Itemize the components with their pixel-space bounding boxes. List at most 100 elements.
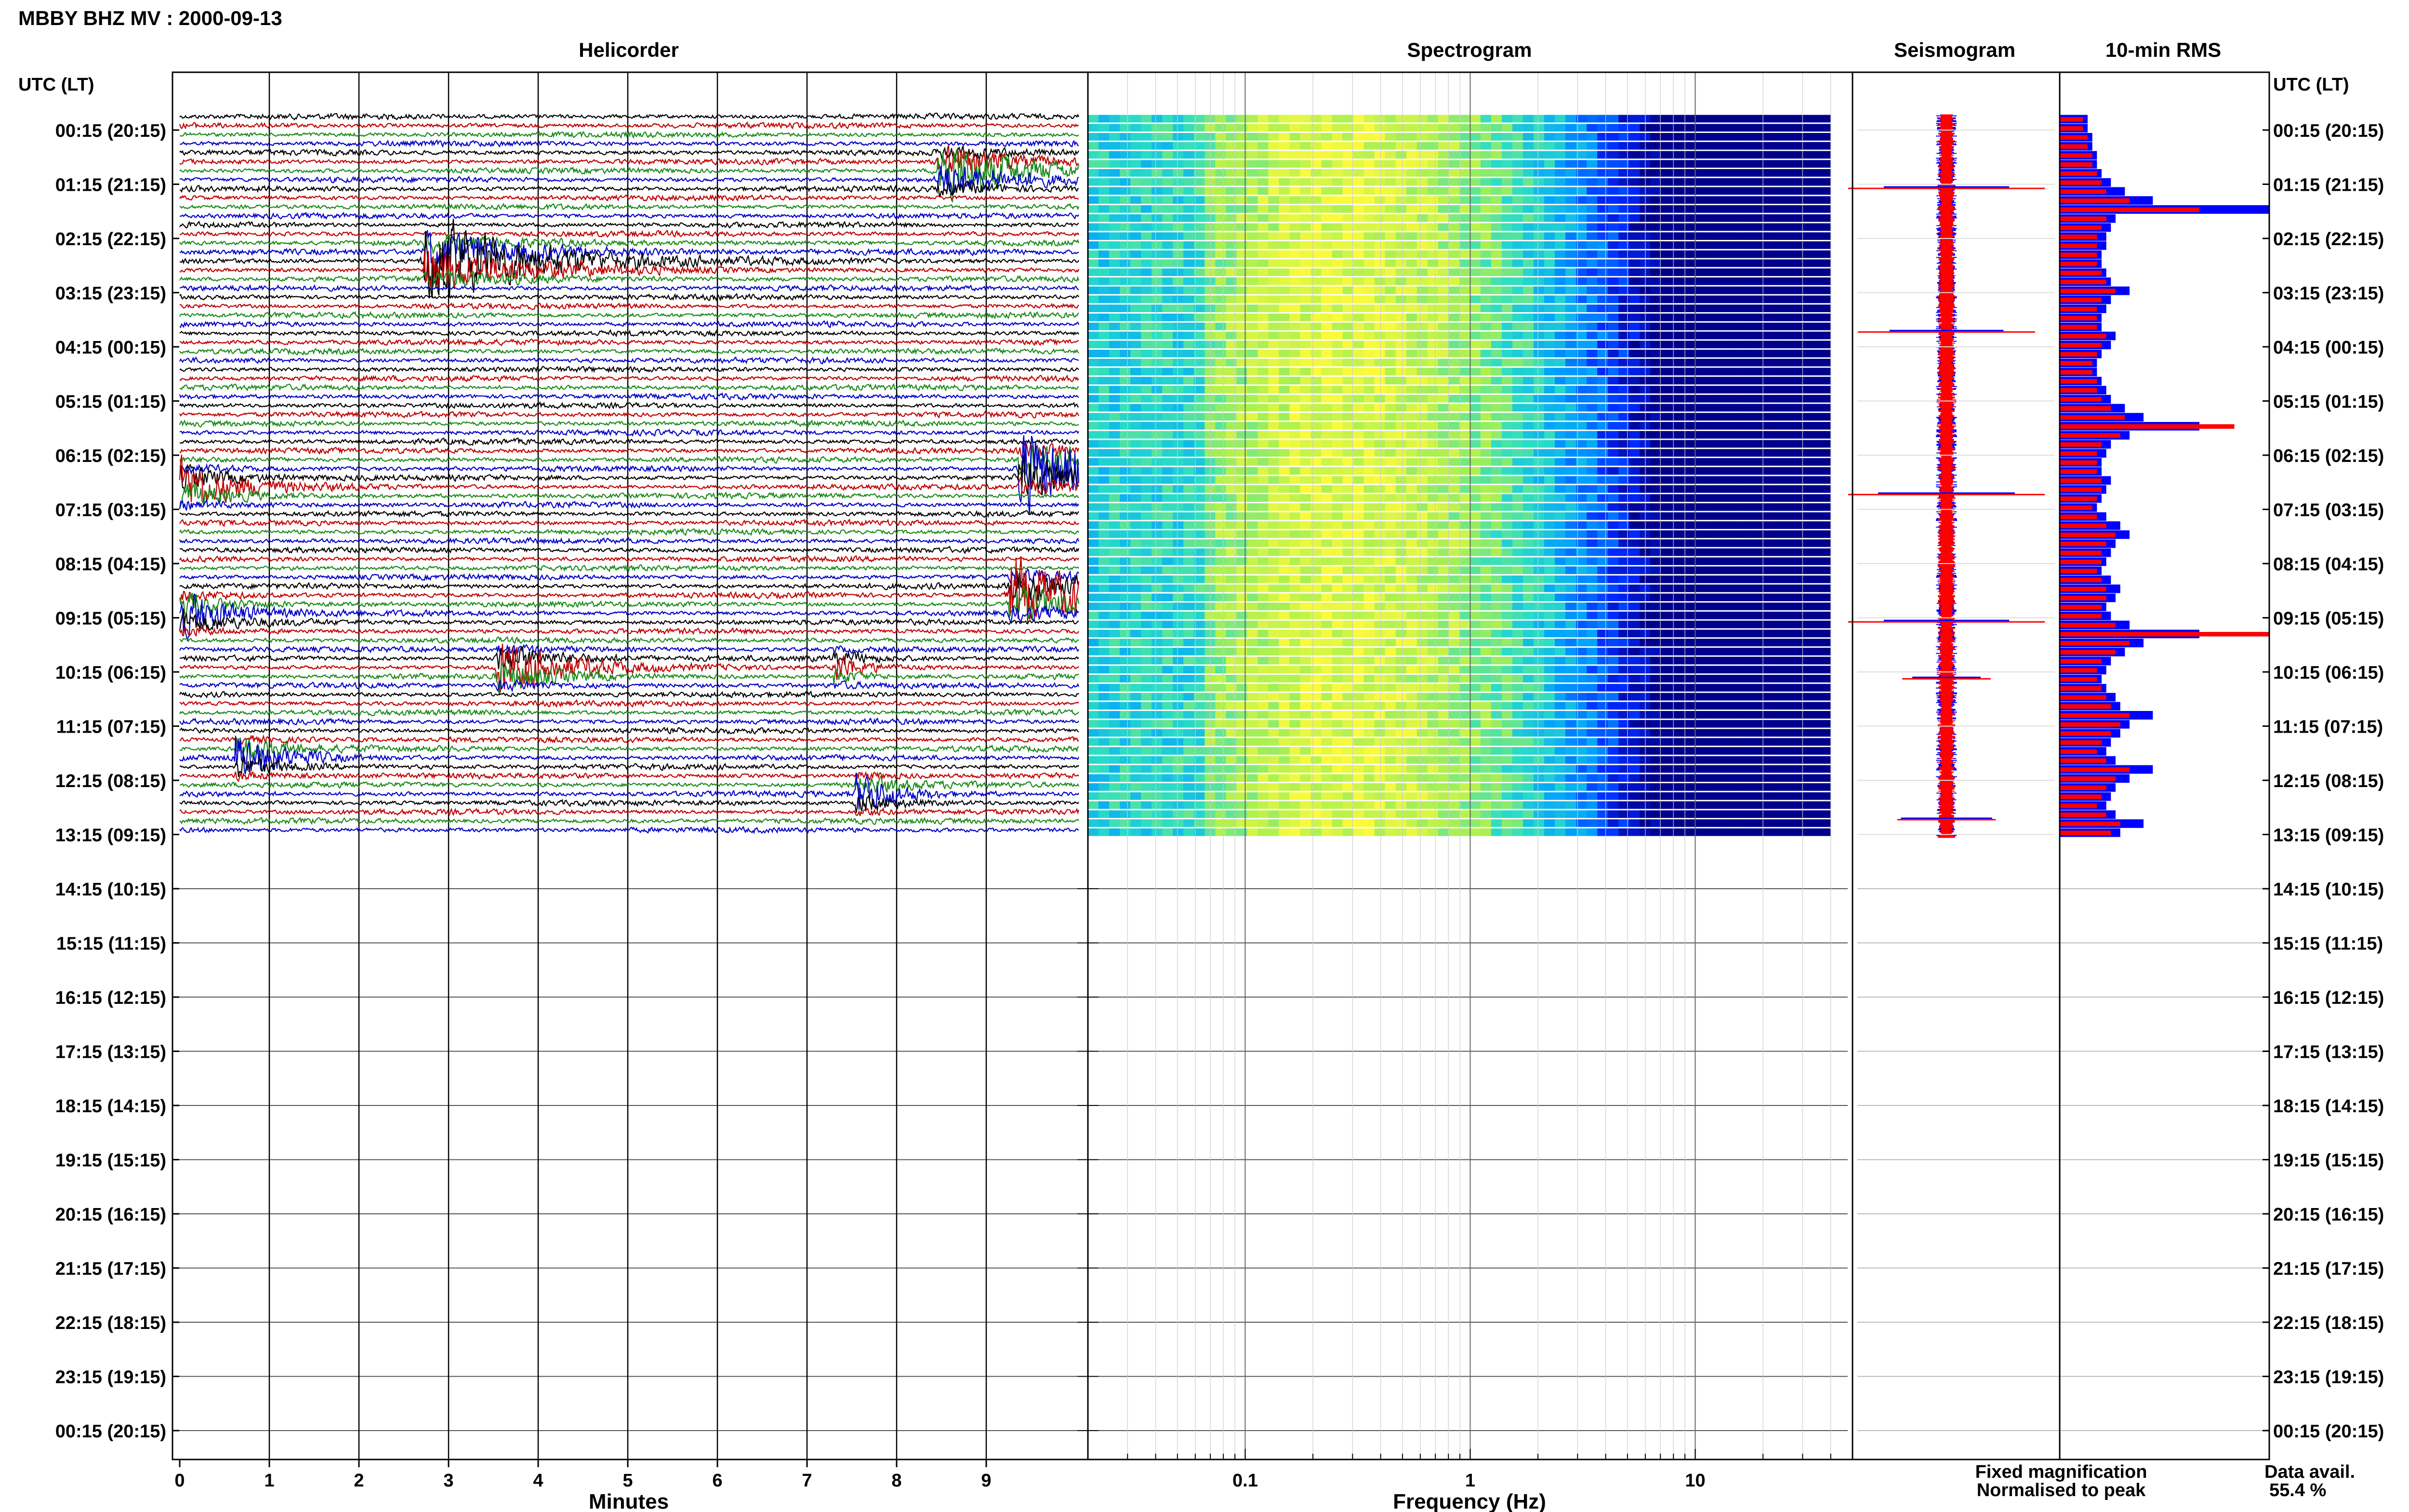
spectrogram-cell — [1363, 729, 1375, 737]
spectrogram-cell — [1735, 341, 1747, 349]
spectrogram-cell — [1618, 377, 1629, 385]
spectrogram-cell — [1130, 693, 1141, 701]
spectrogram-cell — [1194, 720, 1205, 728]
spectrogram-cell — [1289, 214, 1301, 222]
spectrogram-cell — [1682, 277, 1694, 285]
spectrogram-cell — [1777, 620, 1789, 629]
spectrogram-cell — [1650, 566, 1662, 574]
spectrogram-cell — [1544, 223, 1555, 231]
spectrogram-cell — [1438, 124, 1449, 132]
spectrogram-cell — [1661, 286, 1672, 294]
spectrogram-cell — [1141, 603, 1152, 610]
spectrogram-cell — [1480, 295, 1492, 303]
spectrogram-cell — [1735, 368, 1747, 376]
spectrogram-cell — [1226, 611, 1237, 619]
spectrogram-cell — [1565, 485, 1576, 493]
spectrogram-cell — [1395, 268, 1407, 276]
spectrogram-cell — [1767, 160, 1778, 168]
spectrogram-cell — [1183, 666, 1194, 674]
spectrogram-cell — [1332, 693, 1343, 701]
spectrogram-cell — [1406, 593, 1417, 602]
spectrogram-cell — [1724, 314, 1736, 321]
spectrogram-cell — [1523, 647, 1534, 656]
spectrogram-cell — [1756, 639, 1768, 646]
spectrogram-cell — [1416, 295, 1428, 303]
spectrogram-cell — [1363, 377, 1375, 385]
spectrogram-cell — [1406, 277, 1417, 285]
spectrogram-cell — [1448, 611, 1460, 619]
spectrogram-cell — [1342, 611, 1354, 619]
spectrogram-cell — [1534, 422, 1545, 430]
spectrogram-cell — [1724, 720, 1736, 728]
spectrogram-cell — [1257, 115, 1269, 123]
helicorder-trace — [179, 699, 1079, 708]
spectrogram-cell — [1109, 666, 1120, 674]
spectrogram-cell — [1438, 214, 1449, 222]
spectrogram-cell — [1650, 394, 1662, 403]
spectrogram-cell — [1746, 647, 1757, 656]
spectrogram-cell — [1162, 431, 1173, 439]
spectrogram-cell — [1300, 584, 1311, 592]
spectrogram-cell — [1767, 241, 1778, 249]
spectrogram-cell — [1427, 485, 1439, 493]
spectrogram-cell — [1448, 358, 1460, 367]
spectrogram-cell — [1576, 440, 1587, 448]
spectrogram-cell — [1300, 702, 1311, 710]
spectrogram-cell — [1565, 603, 1576, 610]
spectrogram-cell — [1534, 413, 1545, 421]
spectrogram-cell — [1099, 693, 1110, 701]
spectrogram-cell — [1385, 404, 1396, 412]
spectrogram-cell — [1544, 530, 1555, 538]
spectrogram-cell — [1406, 268, 1417, 276]
spectrogram-cell — [1226, 151, 1237, 159]
spectrogram-cell — [1310, 322, 1322, 330]
spectrogram-cell — [1565, 350, 1576, 357]
spectrogram-cell — [1247, 630, 1258, 638]
spectrogram-cell — [1215, 593, 1227, 602]
spectrogram-cell — [1130, 377, 1141, 385]
spectrogram-cell — [1608, 485, 1619, 493]
spectrogram-cell — [1820, 314, 1831, 321]
spectrogram-cell — [1469, 530, 1481, 538]
spectrogram-cell — [1809, 277, 1821, 285]
spectrogram-cell — [1173, 341, 1184, 349]
spectrogram-cell — [1544, 413, 1555, 421]
spectrogram-cell — [1109, 639, 1120, 646]
spectrogram-cell — [1534, 503, 1545, 511]
spectrogram-cell — [1353, 205, 1364, 213]
spectrogram-cell — [1650, 178, 1662, 186]
spectrogram-cell — [1395, 115, 1407, 123]
spectrogram-cell — [1120, 413, 1131, 421]
spectrogram-cell — [1576, 250, 1587, 258]
spectrogram-cell — [1512, 241, 1523, 249]
spectrogram-cell — [1226, 205, 1237, 213]
spectrogram-cell — [1406, 494, 1417, 502]
spectrogram-cell — [1491, 647, 1502, 656]
spectrogram-cell — [1374, 314, 1386, 321]
spectrogram-cell — [1512, 196, 1523, 204]
spectrogram-cell — [1555, 693, 1566, 701]
spectrogram-cell — [1746, 268, 1757, 276]
spectrogram-cell — [1502, 720, 1513, 728]
spectrogram-cell — [1714, 331, 1725, 340]
spectrogram-cell — [1544, 476, 1555, 484]
spectrogram-cell — [1629, 178, 1641, 186]
spectrogram-cell — [1099, 557, 1110, 565]
spectrogram-cell — [1130, 124, 1141, 132]
spectrogram-cell — [1671, 503, 1683, 511]
spectrogram-cell — [1141, 422, 1152, 430]
spectrogram-cell — [1120, 196, 1131, 204]
spectrogram-cell — [1279, 214, 1290, 222]
spectrogram-cell — [1226, 729, 1237, 737]
spectrogram-cell — [1130, 539, 1141, 547]
spectrogram-cell — [1703, 268, 1715, 276]
spectrogram-cell — [1374, 548, 1386, 556]
spectrogram-cell — [1523, 458, 1534, 466]
spectrogram-cell — [1756, 394, 1768, 403]
spectrogram-cell — [1777, 729, 1789, 737]
spectrogram-cell — [1608, 286, 1619, 294]
spectrogram-cell — [1746, 151, 1757, 159]
spectrogram-cell — [1735, 404, 1747, 412]
spectrogram-cell — [1194, 404, 1205, 412]
spectrogram-cell — [1597, 350, 1608, 357]
